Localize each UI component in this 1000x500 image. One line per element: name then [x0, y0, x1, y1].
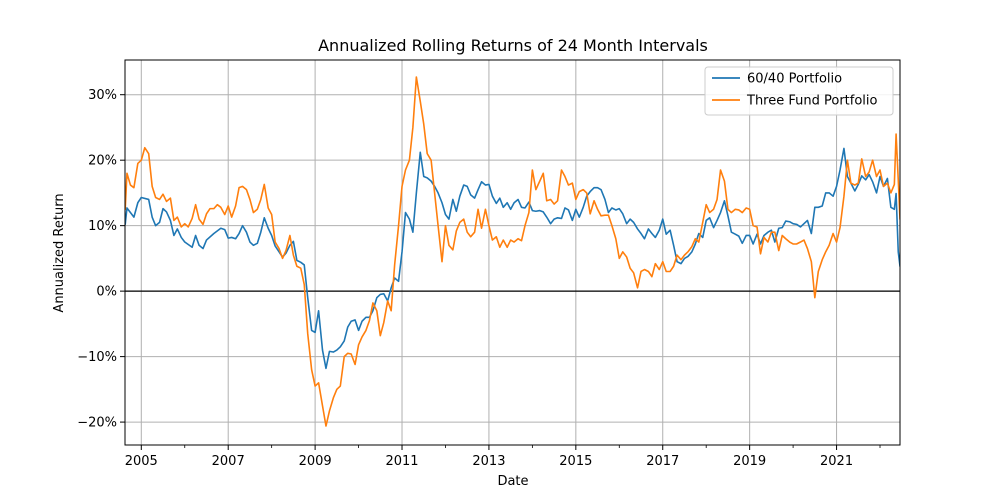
x-axis-label: Date: [497, 474, 528, 489]
series-line-0: [125, 147, 900, 370]
legend-box: [704, 66, 894, 116]
y-axis-label: Annualized Return: [52, 193, 67, 312]
x-tick-label: 2015: [559, 454, 592, 469]
y-axis: −20% −10% 0% 10% 20% 30%: [77, 88, 125, 431]
y-tick-label: 30%: [88, 88, 117, 103]
x-tick-label: 2017: [646, 454, 679, 469]
x-tick-label: 2009: [299, 454, 332, 469]
y-tick-label: 20%: [88, 154, 117, 169]
series-layer: [125, 76, 900, 427]
x-tick-label: 2021: [820, 454, 853, 469]
legend-label: 60/40 Portfolio: [747, 72, 842, 87]
x-tick-label: 2013: [472, 454, 505, 469]
x-tick-label: 2011: [385, 454, 418, 469]
plot-area: [124, 59, 901, 446]
legend: 60/40 Portfolio Three Fund Portfolio: [704, 66, 894, 116]
legend-label: Three Fund Portfolio: [746, 94, 878, 109]
x-tick-label: 2007: [212, 454, 245, 469]
grid: [125, 60, 900, 445]
x-tick-label: 2019: [733, 454, 766, 469]
x-axis: 2005 2007 2009 2011 2013 2015 2017 2019 2021: [125, 445, 881, 469]
series-line-1: [125, 76, 900, 427]
y-tick-label: 10%: [88, 219, 117, 234]
y-tick-label: 0%: [96, 285, 117, 300]
x-tick-label: 2005: [125, 454, 158, 469]
chart-title: Annualized Rolling Returns of 24 Month I…: [318, 36, 708, 55]
y-tick-label: −10%: [77, 350, 117, 365]
y-tick-label: −20%: [77, 416, 117, 431]
